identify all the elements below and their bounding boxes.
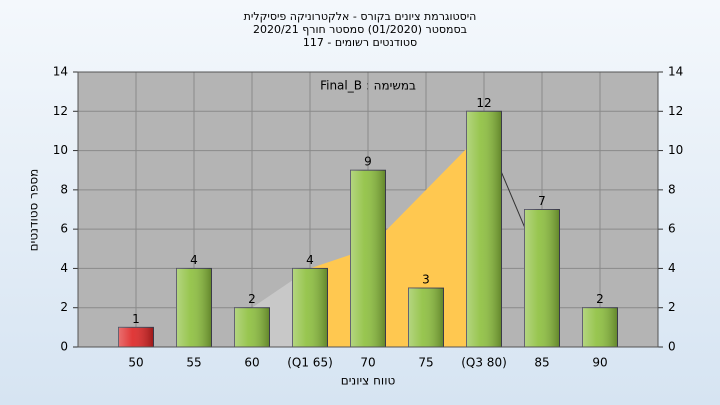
bar-shade [234, 307, 270, 347]
x-tick-label: (Q1 65) [287, 356, 333, 370]
x-axis-label: טווח ציונים [341, 374, 396, 388]
y2-tick-label: 12 [668, 104, 683, 118]
y2-tick-label: 2 [668, 300, 676, 314]
value-label: 2 [248, 292, 256, 306]
chart-subtitle: בסמסטר (01/2020) סמסטר חורף 2020/21 [253, 23, 467, 36]
bar-shade [292, 268, 328, 347]
y2-tick-label: 4 [668, 261, 676, 275]
x-tick-label: 60 [244, 356, 259, 370]
y-tick-label: 10 [53, 143, 68, 157]
value-label: 4 [190, 253, 198, 267]
y2-tick-label: 14 [668, 65, 683, 79]
value-label: 4 [306, 253, 314, 267]
x-tick-label: 75 [418, 356, 433, 370]
bar-shade [118, 327, 154, 347]
x-tick-label: 90 [592, 356, 607, 370]
bar-shade [408, 288, 444, 347]
plot-border [77, 71, 659, 348]
bar-shade [524, 209, 560, 347]
y-tick-label: 2 [60, 300, 68, 314]
y-tick-label: 4 [60, 261, 68, 275]
y-tick-label: 12 [53, 104, 68, 118]
bar-shade [350, 170, 386, 347]
chart-subtitle: סטודנטים רשומים - 117 [303, 36, 417, 49]
y-axis-label: מספר סטודנטים [27, 169, 41, 252]
bar-shade [176, 268, 212, 347]
y2-tick-label: 10 [668, 143, 683, 157]
x-tick-label: 50 [128, 356, 143, 370]
value-label: 12 [476, 96, 491, 110]
value-label: 3 [422, 273, 430, 287]
value-label: 2 [596, 292, 604, 306]
x-tick-label: (Q3 80) [461, 356, 507, 370]
value-label: 1 [132, 312, 140, 326]
y2-tick-label: 8 [668, 182, 676, 196]
bar-shade [466, 111, 502, 348]
y2-tick-label: 6 [668, 222, 676, 236]
x-tick-label: 55 [186, 356, 201, 370]
y-tick-label: 14 [53, 65, 68, 79]
y-tick-label: 0 [60, 340, 68, 354]
y2-tick-label: 0 [668, 340, 676, 354]
x-tick-label: 70 [360, 356, 375, 370]
value-label: 7 [538, 194, 546, 208]
value-label: 9 [364, 155, 372, 169]
bar-shade [582, 307, 618, 347]
chart-title: היסטוגרמת ציונים בקורס - אלקטרוניקה פיסי… [244, 10, 477, 23]
y-tick-label: 8 [60, 182, 68, 196]
x-tick-label: 85 [534, 356, 549, 370]
y-tick-label: 6 [60, 222, 68, 236]
